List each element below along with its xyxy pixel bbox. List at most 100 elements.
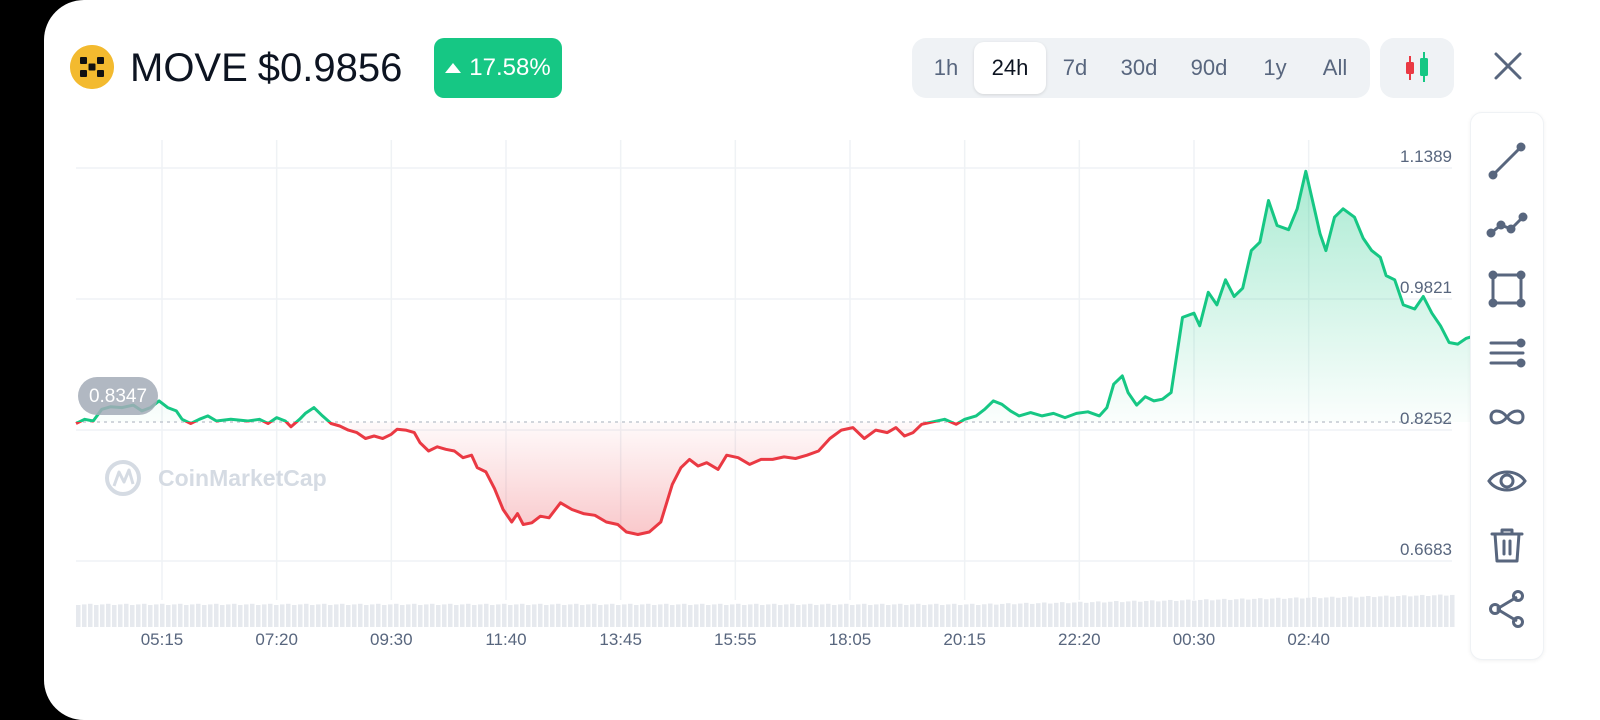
volume-bar xyxy=(946,604,951,627)
share-icon[interactable] xyxy=(1485,587,1529,631)
trash-icon[interactable] xyxy=(1485,523,1529,567)
volume-bar xyxy=(1186,599,1191,627)
volume-bar xyxy=(904,605,909,627)
volume-bar xyxy=(1078,601,1083,627)
y-tick-label: 1.1389 xyxy=(1400,147,1452,166)
volume-bar xyxy=(1450,594,1455,627)
eye-icon[interactable] xyxy=(1485,459,1529,503)
volume-bar xyxy=(1438,594,1443,627)
y-tick-label: 0.6683 xyxy=(1400,540,1452,559)
volume-bar xyxy=(532,604,537,627)
volume-bar xyxy=(220,605,225,627)
infinity-icon[interactable] xyxy=(1485,395,1529,439)
volume-bar xyxy=(484,603,489,627)
volume-bar xyxy=(838,604,843,627)
candlestick-icon xyxy=(1406,52,1428,82)
close-button[interactable] xyxy=(1484,42,1532,90)
polyline-tool-icon[interactable] xyxy=(1485,203,1529,247)
volume-bar xyxy=(1282,598,1287,627)
volume-bar xyxy=(1306,597,1311,627)
volume-bar xyxy=(802,604,807,627)
volume-bar xyxy=(1264,599,1269,627)
volume-bar xyxy=(448,603,453,627)
volume-bar xyxy=(580,605,585,627)
volume-bar xyxy=(322,603,327,627)
x-tick-label: 20:15 xyxy=(943,630,986,649)
volume-bar xyxy=(1330,596,1335,627)
volume-bar xyxy=(1324,597,1329,627)
range-option-1h[interactable]: 1h xyxy=(933,55,959,80)
line-tool-icon[interactable] xyxy=(1485,139,1529,183)
volume-bar xyxy=(610,603,615,627)
parallel-lines-icon[interactable] xyxy=(1485,331,1529,375)
volume-bar xyxy=(820,604,825,627)
volume-bar xyxy=(586,604,591,627)
range-option-1y[interactable]: 1y xyxy=(1263,55,1287,80)
volume-bar xyxy=(778,605,783,627)
volume-bar xyxy=(208,604,213,627)
volume-bar xyxy=(538,603,543,627)
price-chart: CoinMarketCap 0.6683 0.8252 0.9821 1.1389 0… xyxy=(75,140,1470,649)
range-option-90d[interactable]: 90d xyxy=(1190,55,1228,80)
volume-bar xyxy=(76,605,81,627)
volume-bar xyxy=(814,605,819,627)
volume-bar xyxy=(1366,596,1371,627)
volume-bar xyxy=(844,603,849,627)
range-option-30d[interactable]: 30d xyxy=(1120,55,1158,80)
volume-bar xyxy=(82,604,87,627)
range-option-24h[interactable]: 24h xyxy=(974,42,1046,94)
volume-bar xyxy=(406,604,411,627)
volume-bar xyxy=(1084,602,1089,627)
volume-bar xyxy=(100,604,105,627)
candlestick-toggle-button[interactable] xyxy=(1380,38,1454,98)
volume-bar xyxy=(1270,598,1275,627)
y-tick-label: 0.9821 xyxy=(1400,278,1452,297)
volume-bar xyxy=(748,604,753,627)
volume-bar xyxy=(166,605,171,627)
volume-bar xyxy=(214,603,219,627)
volume-bar xyxy=(1300,598,1305,627)
volume-bar xyxy=(436,605,441,627)
watermark-logo-icon xyxy=(105,460,141,496)
volume-bar xyxy=(682,603,687,627)
volume-bar xyxy=(124,603,129,627)
volume-bar xyxy=(358,603,363,627)
volume-bar xyxy=(508,605,513,627)
volume-bar xyxy=(574,603,579,627)
range-option-all[interactable]: All xyxy=(1322,55,1348,80)
x-tick-label: 05:15 xyxy=(141,630,184,649)
volume-bar xyxy=(658,604,663,627)
volume-bar xyxy=(352,604,357,627)
volume-bar xyxy=(1198,599,1203,627)
volume-bar xyxy=(892,604,897,627)
volume-bar xyxy=(1102,602,1107,627)
range-option-7d[interactable]: 7d xyxy=(1062,55,1088,80)
volume-bar xyxy=(772,603,777,627)
volume-bar xyxy=(1180,600,1185,627)
volume-bar xyxy=(766,604,771,627)
volume-bar xyxy=(1000,603,1005,627)
time-range-selector: 1h 24h 7d 30d 90d 1y All xyxy=(912,38,1370,98)
volume-bar xyxy=(700,603,705,627)
x-tick-label: 02:40 xyxy=(1287,630,1330,649)
volume-bar xyxy=(1246,599,1251,627)
volume-bar xyxy=(808,603,813,627)
volume-bar xyxy=(670,605,675,627)
rectangle-tool-icon[interactable] xyxy=(1485,267,1529,311)
volume-bar xyxy=(466,603,471,627)
volume-bar xyxy=(1072,602,1077,627)
volume-bar xyxy=(154,604,159,627)
volume-bar xyxy=(952,603,957,627)
volume-bar xyxy=(742,605,747,627)
volume-bar xyxy=(1012,604,1017,627)
volume-bar xyxy=(598,605,603,627)
volume-bar xyxy=(1294,597,1299,627)
volume-bar xyxy=(1054,602,1059,627)
volume-bar xyxy=(688,605,693,627)
baseline-label: 0.8347 xyxy=(78,377,158,415)
volume-bar xyxy=(652,605,657,627)
volume-bar xyxy=(148,605,153,627)
volume-bar xyxy=(328,605,333,627)
x-tick-label: 15:55 xyxy=(714,630,757,649)
volume-bar xyxy=(250,603,255,627)
